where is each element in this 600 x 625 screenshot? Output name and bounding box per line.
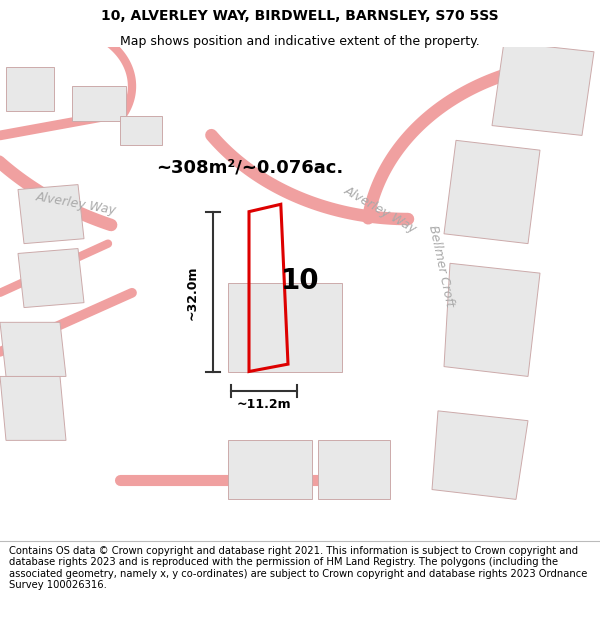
- Polygon shape: [18, 249, 84, 308]
- Polygon shape: [492, 42, 594, 136]
- Polygon shape: [228, 283, 342, 371]
- Text: 10: 10: [281, 266, 319, 294]
- Text: Map shows position and indicative extent of the property.: Map shows position and indicative extent…: [120, 35, 480, 48]
- Text: Bellmer Croft: Bellmer Croft: [426, 224, 456, 308]
- Polygon shape: [0, 322, 66, 376]
- Polygon shape: [18, 184, 84, 244]
- Polygon shape: [432, 411, 528, 499]
- Text: Contains OS data © Crown copyright and database right 2021. This information is : Contains OS data © Crown copyright and d…: [9, 546, 587, 591]
- Polygon shape: [228, 441, 312, 499]
- Polygon shape: [120, 116, 162, 145]
- Polygon shape: [6, 66, 54, 111]
- Polygon shape: [444, 141, 540, 244]
- Polygon shape: [318, 441, 390, 499]
- Polygon shape: [444, 263, 540, 376]
- Polygon shape: [0, 376, 66, 441]
- Text: ~11.2m: ~11.2m: [236, 399, 292, 411]
- Text: 10, ALVERLEY WAY, BIRDWELL, BARNSLEY, S70 5SS: 10, ALVERLEY WAY, BIRDWELL, BARNSLEY, S7…: [101, 9, 499, 23]
- Polygon shape: [72, 86, 126, 121]
- Text: Alverley Way: Alverley Way: [342, 184, 419, 236]
- Text: ~32.0m: ~32.0m: [185, 266, 199, 320]
- Text: ~308m²/~0.076ac.: ~308m²/~0.076ac.: [156, 158, 343, 176]
- Text: Alverley Way: Alverley Way: [35, 191, 118, 218]
